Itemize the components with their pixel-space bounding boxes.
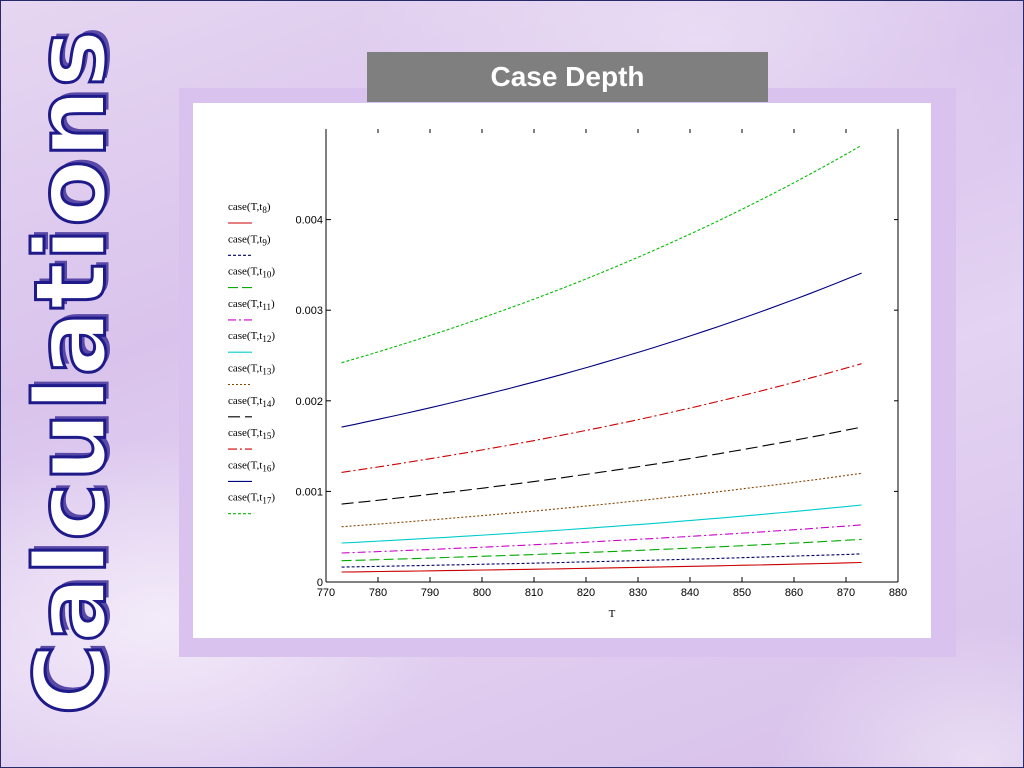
legend-label: case(T,t17) xyxy=(228,492,275,506)
x-tick-label: 830 xyxy=(629,587,647,599)
legend-label: case(T,t16) xyxy=(228,459,275,473)
legend-label: case(T,t12) xyxy=(228,330,275,344)
x-tick-label: 770 xyxy=(317,587,335,599)
series-line-casett11 xyxy=(341,524,862,554)
series-line-casett17 xyxy=(341,144,862,364)
x-tick-label: 850 xyxy=(733,587,751,599)
series-line-casett8 xyxy=(341,561,862,573)
chart-panel xyxy=(193,103,931,638)
header-title: Case Depth xyxy=(367,52,768,102)
case-depth-chart: 770 780 790 800 810 820 830 840 850 860 870 880 T 0 0.… xyxy=(228,129,907,620)
side-title: Calculations xyxy=(14,27,131,717)
series-line-casett13 xyxy=(341,472,862,528)
legend-label: case(T,t15) xyxy=(228,427,275,441)
x-axis-label: T xyxy=(609,608,616,620)
y-tick-label: 0.002 xyxy=(295,396,323,408)
header-title-text: Case Depth xyxy=(490,61,645,92)
series-line-casett15 xyxy=(341,363,862,473)
x-tick-label: 840 xyxy=(681,587,699,599)
legend-label: case(T,t13) xyxy=(228,363,275,377)
legend-label: case(T,t10) xyxy=(228,266,275,280)
series-line-casett16 xyxy=(341,272,862,428)
series-line-casett9 xyxy=(341,553,862,568)
y-tick-label: 0 xyxy=(317,577,323,589)
series-line-casett14 xyxy=(341,426,862,505)
x-tick-label: 800 xyxy=(473,587,491,599)
y-tick-label: 0.001 xyxy=(295,486,323,498)
x-tick-label: 790 xyxy=(421,587,439,599)
legend-label: case(T,t8) xyxy=(228,201,271,215)
legend-label: case(T,t14) xyxy=(228,395,275,409)
side-title-text: Calculations xyxy=(14,27,131,717)
y-tick-label: 0.003 xyxy=(295,305,323,317)
x-tick-label: 820 xyxy=(577,587,595,599)
y-tick-label: 0.004 xyxy=(295,215,323,227)
series-line-casett10 xyxy=(341,538,862,562)
series-line-casett12 xyxy=(341,504,862,544)
x-tick-label: 810 xyxy=(525,587,543,599)
legend-label: case(T,t11) xyxy=(228,298,275,312)
x-tick-label: 880 xyxy=(889,587,907,599)
x-tick-label: 780 xyxy=(369,587,387,599)
legend-label: case(T,t9) xyxy=(228,233,271,247)
x-tick-label: 870 xyxy=(837,587,855,599)
x-tick-label: 860 xyxy=(785,587,803,599)
